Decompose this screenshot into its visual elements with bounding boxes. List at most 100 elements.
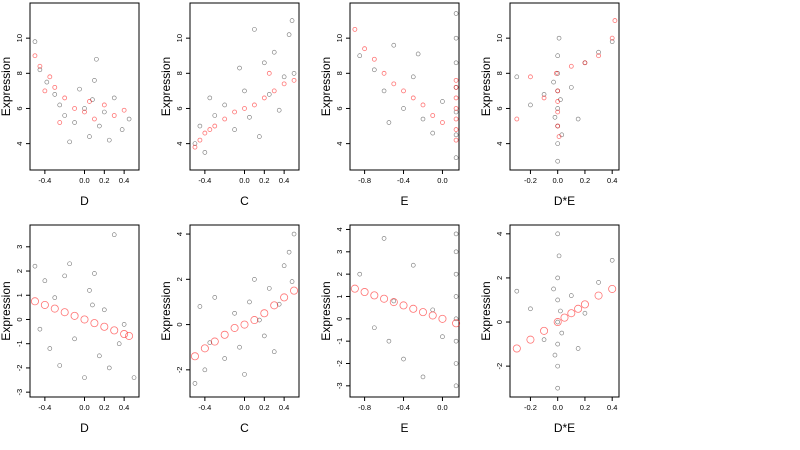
- x-axis-label: D*E: [554, 421, 575, 435]
- red-point: [453, 77, 459, 83]
- red-point: [453, 127, 459, 132]
- black-point: [62, 273, 67, 279]
- black-point: [126, 116, 132, 122]
- red-point: [30, 297, 39, 306]
- black-point: [575, 116, 581, 122]
- red-point: [42, 88, 48, 94]
- x-tick-label: 0.4: [279, 403, 289, 412]
- black-point: [541, 337, 547, 342]
- y-tick-label: -3: [335, 382, 344, 389]
- red-point: [453, 106, 459, 111]
- red-point: [271, 88, 277, 94]
- red-point: [270, 301, 279, 310]
- red-point: [120, 330, 129, 339]
- red-point: [594, 291, 603, 300]
- x-tick-label: 0.2: [580, 176, 590, 185]
- black-point: [289, 279, 295, 284]
- panel-7: -0.8 -0.4 0.0 -3 -2 -1 0 1 2 3 4 E Expression: [319, 224, 461, 435]
- black-point: [32, 263, 38, 269]
- black-point: [555, 341, 560, 347]
- black-point: [94, 56, 99, 62]
- black-point: [596, 280, 601, 285]
- red-point: [72, 106, 77, 111]
- black-point: [232, 310, 237, 316]
- black-point: [357, 271, 363, 277]
- red-point: [352, 26, 358, 32]
- red-point: [190, 352, 199, 361]
- black-point: [556, 35, 562, 41]
- red-point: [380, 294, 389, 303]
- red-point: [596, 53, 601, 59]
- black-point: [271, 349, 277, 355]
- red-point: [420, 102, 426, 108]
- red-point: [87, 99, 92, 104]
- y-tick-label: 10: [15, 34, 24, 42]
- x-axis-label: E: [400, 194, 408, 208]
- y-tick-label: 2: [495, 276, 504, 280]
- red-point: [197, 137, 203, 143]
- y-tick-label: 3: [335, 250, 344, 254]
- y-axis-label: Expression: [479, 57, 493, 116]
- black-point: [44, 79, 50, 85]
- red-point: [567, 309, 576, 318]
- black-point: [266, 286, 272, 291]
- y-axis-label: Expression: [479, 281, 493, 340]
- y-tick-label: 1: [335, 294, 344, 298]
- black-point: [453, 271, 459, 277]
- red-point: [121, 107, 127, 113]
- red-point: [242, 106, 247, 111]
- black-point: [582, 310, 588, 316]
- black-point: [262, 60, 267, 66]
- x-axis-label: C: [240, 421, 249, 435]
- plot-frame: [29, 224, 140, 398]
- black-point: [410, 262, 416, 268]
- black-point: [453, 361, 459, 366]
- red-point: [371, 56, 377, 62]
- black-point: [197, 123, 203, 129]
- black-point: [102, 307, 107, 313]
- black-point: [106, 137, 112, 143]
- red-point: [453, 137, 459, 143]
- red-point: [453, 116, 459, 122]
- black-point: [111, 95, 117, 101]
- black-point: [192, 141, 198, 146]
- x-tick-label: 0.0: [239, 403, 249, 412]
- black-point: [97, 353, 102, 359]
- panel-6: -0.4 0.0 0.2 0.4 -2 0 2 4 C Expression: [159, 224, 300, 435]
- black-point: [57, 363, 63, 368]
- black-point: [276, 301, 282, 307]
- black-point: [92, 78, 97, 83]
- black-point: [453, 132, 459, 138]
- black-point: [37, 67, 43, 73]
- red-point: [281, 81, 287, 87]
- red-point: [609, 35, 615, 41]
- red-point: [57, 120, 63, 125]
- red-point: [212, 123, 218, 129]
- black-point: [262, 333, 267, 339]
- red-point: [453, 84, 459, 90]
- black-point: [551, 286, 556, 292]
- black-point: [237, 65, 242, 71]
- black-point: [37, 326, 43, 332]
- red-point: [574, 304, 583, 313]
- red-point: [389, 298, 398, 307]
- plot-frame: [349, 2, 460, 171]
- red-point: [401, 88, 406, 94]
- y-axis-label: Expression: [159, 57, 173, 116]
- x-tick-label: 0.4: [607, 403, 617, 412]
- x-tick-label: -0.4: [38, 176, 51, 185]
- black-point: [82, 106, 87, 111]
- x-tick-label: 0.0: [79, 176, 89, 185]
- x-tick-label: -0.8: [358, 176, 371, 185]
- black-point: [207, 95, 213, 101]
- y-tick-label: 8: [335, 71, 344, 75]
- red-point: [260, 309, 269, 318]
- x-tick-label: 0.0: [79, 403, 89, 412]
- red-point: [350, 284, 359, 293]
- panel-4: -0.2 0.0 0.2 0.4 4 6 8 10 D*E Expression: [479, 2, 620, 208]
- y-tick-label: 2: [175, 277, 184, 281]
- x-tick-label: 0.2: [99, 176, 109, 185]
- black-point: [453, 60, 459, 66]
- plot-frame: [189, 2, 300, 171]
